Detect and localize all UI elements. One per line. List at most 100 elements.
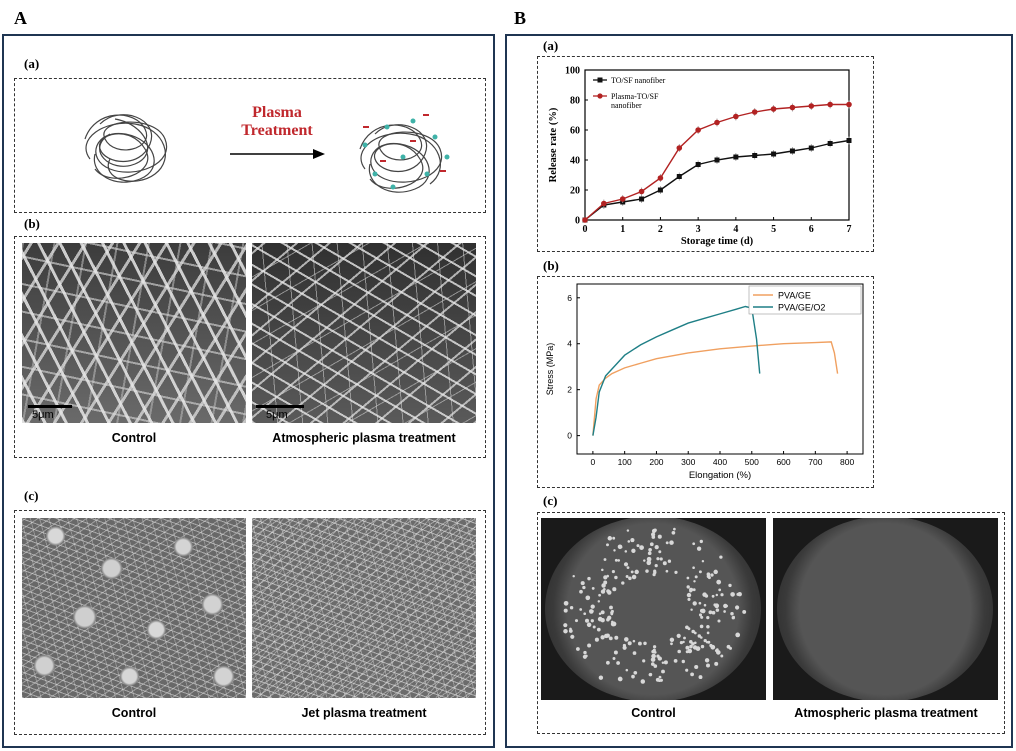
data-point — [808, 145, 814, 151]
x-tick-label: 1 — [620, 224, 625, 235]
y-tick-label: 100 — [565, 66, 580, 77]
colony — [658, 657, 662, 661]
colony — [707, 576, 711, 580]
bacterial-colonies — [563, 527, 747, 684]
colony — [699, 539, 703, 544]
x-tick-label: 0 — [591, 457, 596, 467]
colony — [686, 592, 692, 598]
colony — [617, 676, 623, 682]
colony — [611, 621, 617, 627]
data-point — [808, 103, 815, 109]
colony — [676, 633, 681, 638]
panel-a-a-label: (a) — [24, 56, 40, 71]
sem-image-jet-plasma — [252, 518, 476, 698]
colony — [572, 574, 575, 578]
colony — [580, 581, 585, 586]
colony — [612, 657, 616, 660]
colony — [711, 610, 716, 615]
colony — [653, 664, 658, 668]
panel-b-frame — [505, 34, 1013, 748]
colony — [720, 593, 724, 597]
colony — [582, 585, 586, 590]
colony — [692, 645, 698, 650]
y-tick-label: 0 — [567, 431, 572, 441]
series-line-0 — [592, 341, 839, 436]
colony — [579, 589, 583, 594]
x-tick-label: 6 — [809, 224, 814, 235]
series-line-1 — [592, 305, 761, 436]
colony — [698, 570, 702, 574]
colony — [706, 663, 710, 668]
data-point — [751, 109, 758, 115]
x-tick-label: 200 — [649, 457, 663, 467]
x-tick-label: 4 — [733, 224, 738, 235]
colony — [648, 673, 652, 677]
colony — [592, 625, 596, 629]
colony — [715, 608, 720, 612]
colony — [597, 600, 601, 603]
caption-atmospheric-plasma: Atmospheric plasma treatment — [794, 706, 978, 720]
colony — [656, 654, 660, 658]
y-tick-label: 6 — [567, 293, 572, 303]
colony — [730, 612, 734, 616]
data-point — [752, 153, 758, 158]
colony — [611, 570, 615, 574]
colony — [596, 627, 601, 632]
colony — [692, 566, 695, 569]
colony — [653, 569, 657, 573]
colony — [597, 616, 603, 622]
colony — [725, 604, 728, 608]
colony — [694, 664, 699, 670]
data-point — [714, 157, 720, 163]
colony — [706, 631, 710, 635]
colony — [692, 588, 696, 592]
colony — [698, 601, 702, 605]
colony — [614, 558, 618, 562]
colony — [612, 587, 617, 592]
panel-b-c-label: (c) — [543, 493, 558, 508]
panel-b-b-label: (b) — [543, 258, 559, 273]
data-point — [770, 106, 777, 112]
colony — [563, 623, 568, 628]
colony — [637, 641, 642, 646]
colony — [631, 674, 635, 679]
panel-letter-a: A — [14, 8, 27, 28]
panel-b-a-label: (a) — [543, 38, 559, 53]
data-point — [676, 145, 683, 151]
colony — [698, 675, 703, 680]
colony — [649, 542, 654, 547]
panel-a-c-frame — [14, 510, 486, 735]
colony — [634, 569, 639, 575]
legend-label: PVA/GE/O2 — [778, 303, 825, 313]
petri-dish-plasma — [773, 518, 998, 700]
colony — [706, 572, 711, 577]
colony — [585, 595, 591, 601]
colony — [674, 570, 678, 574]
colony — [730, 592, 735, 597]
x-tick-label: 700 — [808, 457, 822, 467]
data-point — [676, 174, 682, 179]
colony — [590, 604, 595, 609]
colony — [606, 574, 609, 578]
scale-bar — [256, 405, 304, 408]
release-rate-chart: 0 1 2 3 4 5 6 7 0 20 40 60 80 100 Storage time (d) Rele… — [548, 66, 852, 247]
caption-atmospheric-plasma: Atmospheric plasma treatment — [272, 431, 456, 445]
colony — [590, 619, 594, 623]
colony — [627, 540, 631, 543]
x-tick-label: 800 — [840, 457, 854, 467]
colony — [682, 640, 685, 644]
panel-letter-b: B — [514, 8, 527, 28]
colony — [630, 570, 634, 574]
colony — [582, 654, 587, 659]
panel-a-frame — [2, 34, 495, 748]
colony — [624, 550, 628, 553]
colony — [622, 643, 626, 648]
panel-b-a-frame — [537, 56, 874, 252]
colony — [700, 644, 705, 649]
colony — [665, 569, 669, 573]
colony — [587, 576, 591, 581]
colony — [601, 568, 604, 572]
colony — [673, 527, 676, 531]
panel-a-c-label: (c) — [24, 488, 39, 503]
arrow-right-icon — [230, 149, 325, 159]
